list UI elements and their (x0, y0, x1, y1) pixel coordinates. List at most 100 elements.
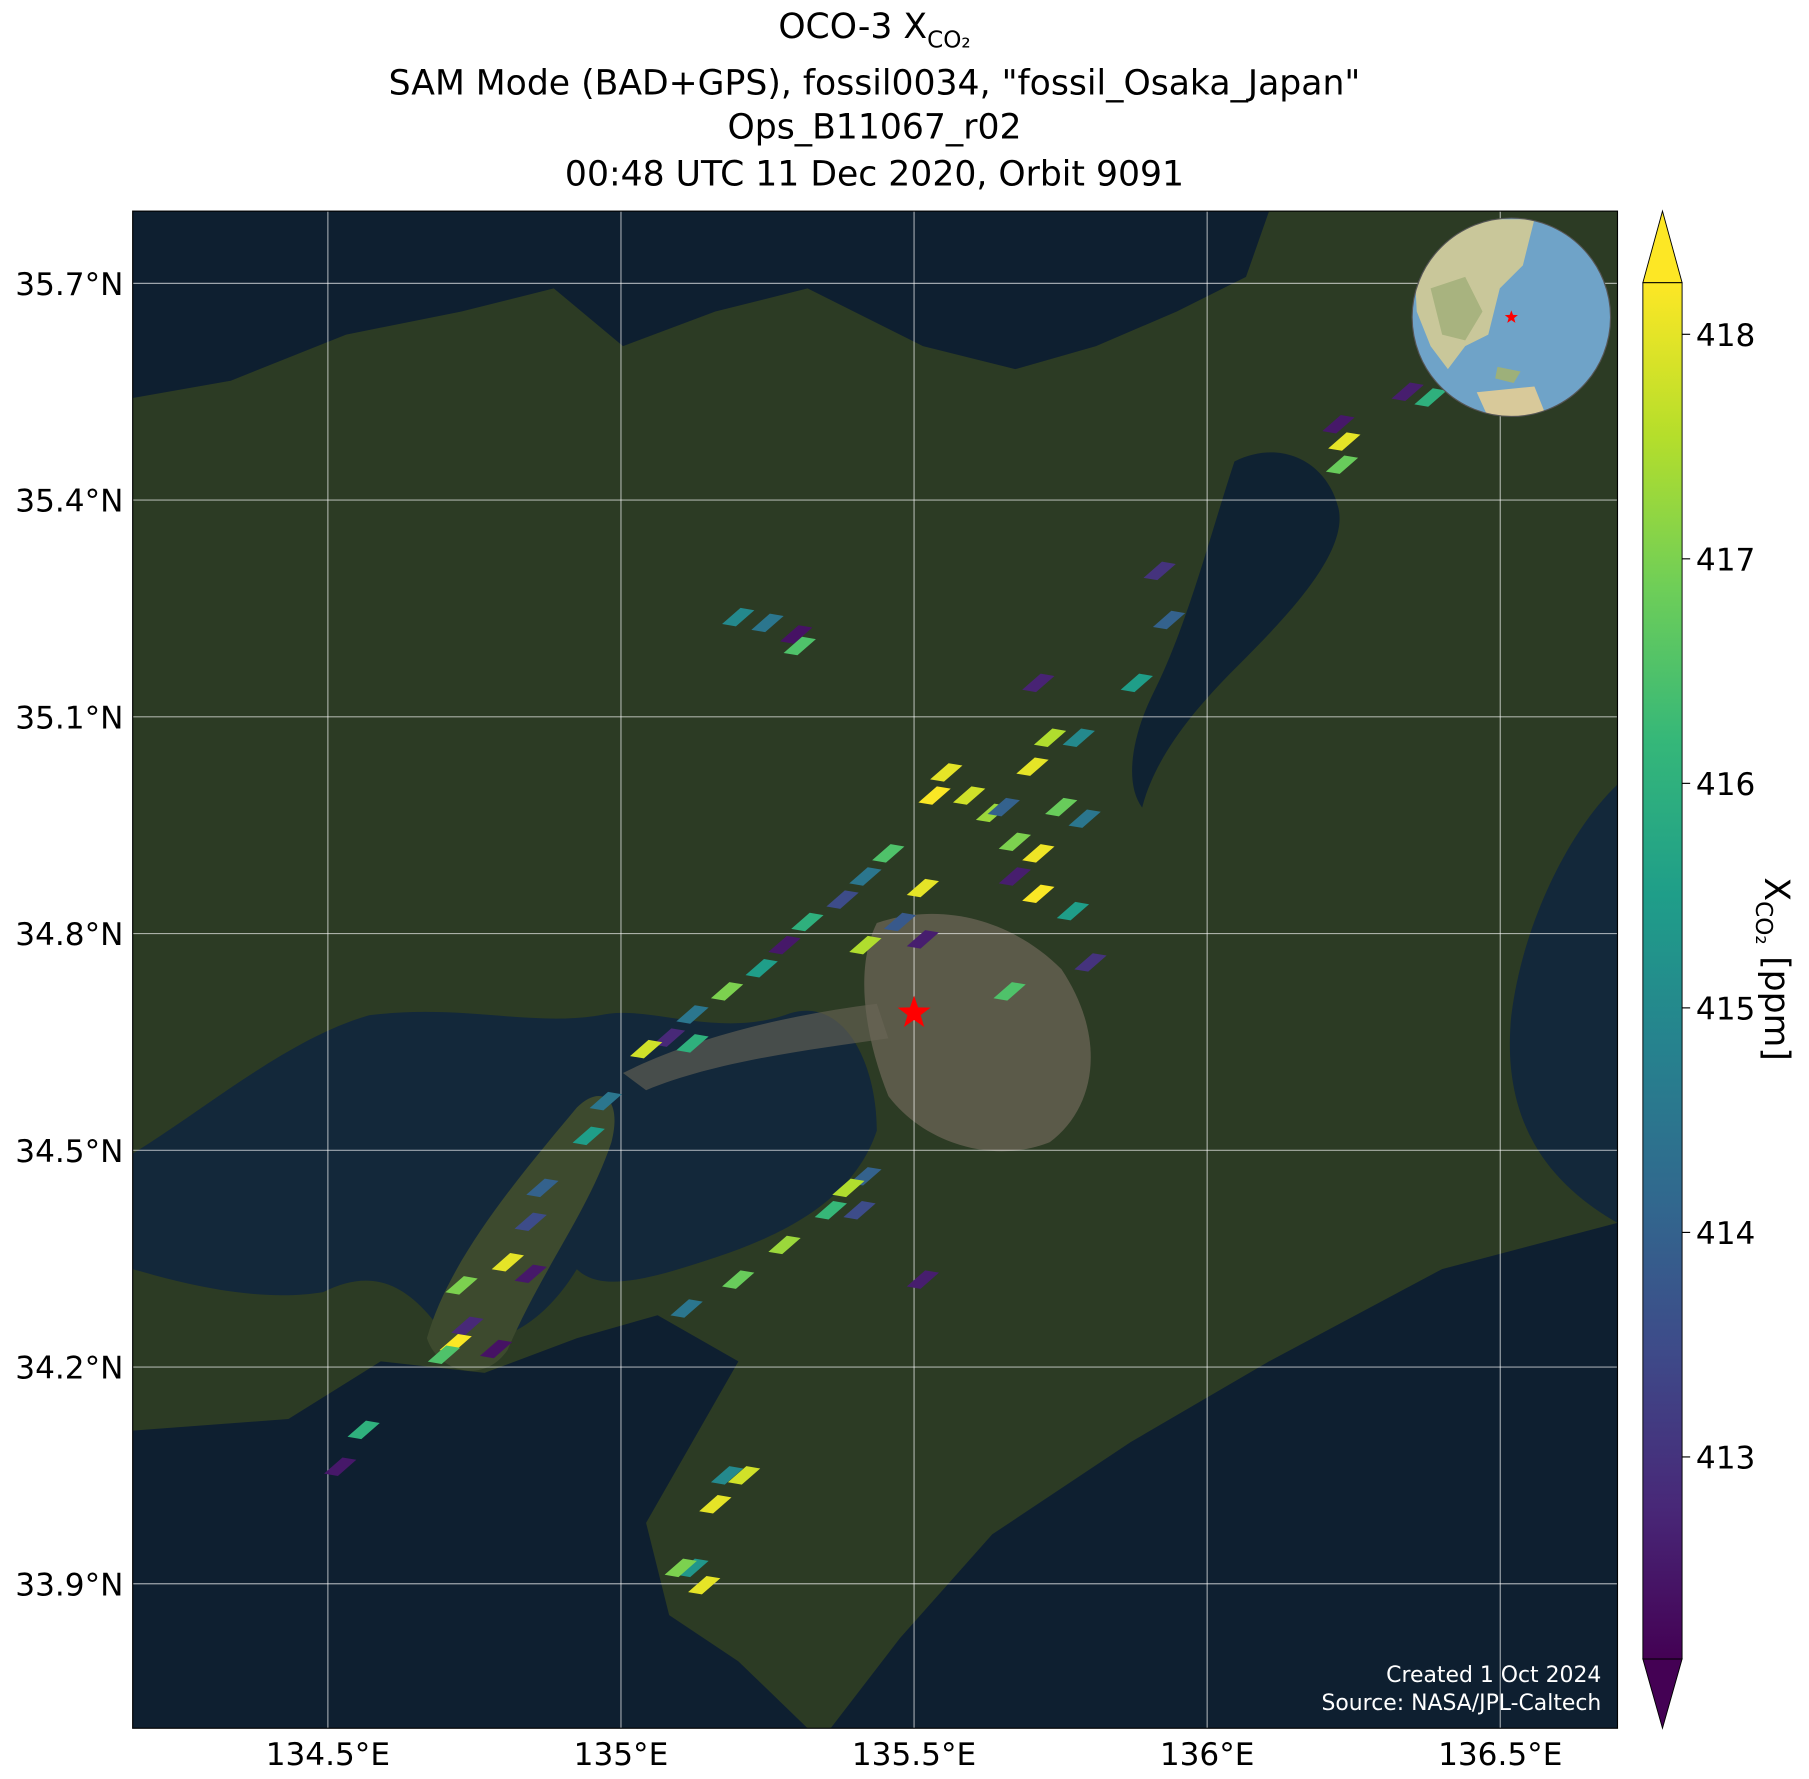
sounding (1325, 455, 1359, 474)
sounding (998, 867, 1032, 886)
sounding (1016, 757, 1049, 776)
subtitle: Ops_B11067_r02 (728, 107, 1022, 147)
colorbar-label: XCO₂ [ppm] (1750, 877, 1796, 1060)
colorbar-unit: [ppm] (1756, 956, 1796, 1061)
sounding (1033, 728, 1067, 748)
y-tick-label: 35.1°N (15, 700, 123, 736)
credit: Created 1 Oct 2024 (1386, 1663, 1601, 1688)
sounding (324, 1457, 357, 1476)
sounding (722, 607, 755, 627)
globe-islands (1495, 366, 1521, 384)
kobe-urban (622, 1003, 889, 1091)
sounding (699, 1495, 732, 1514)
colorbar-tick-label: 413 (1696, 1440, 1755, 1476)
colorbar-symbol: X (1756, 877, 1796, 901)
sounding (664, 1558, 697, 1578)
subtitle: SAM Mode (BAD+GPS), fossil0034, "fossil_… (389, 64, 1361, 104)
sounding (491, 1253, 524, 1272)
sounding (843, 1201, 876, 1220)
sounding (906, 930, 940, 949)
sounding (427, 1345, 461, 1364)
ise-bay (1509, 784, 1618, 1223)
sounding (987, 797, 1020, 817)
sounding (710, 1466, 744, 1485)
sounding (688, 1575, 721, 1595)
sounding (1152, 610, 1186, 630)
sounding (849, 867, 882, 886)
y-tick-label: 35.4°N (15, 484, 123, 520)
sounding (670, 1299, 703, 1318)
sounding (514, 1212, 547, 1232)
osaka-bay (132, 1010, 877, 1341)
colorbar-extend-max (1642, 209, 1683, 284)
colorbar-subscript: CO₂ (1750, 901, 1776, 945)
sounding (745, 959, 778, 978)
y-tick-label: 34.8°N (15, 917, 123, 953)
sounding (1143, 561, 1176, 581)
globe-outline (1411, 217, 1612, 418)
sounding (1062, 728, 1095, 748)
title-text: OCO-3 X (778, 7, 927, 47)
sounding (1022, 673, 1055, 693)
colorbar-tick-label: 416 (1696, 767, 1755, 803)
sounding (479, 1339, 513, 1359)
colorbar: 413 414 415 416 417 418 (1642, 209, 1755, 1730)
sounding (1068, 809, 1101, 828)
title-subscript: CO₂ (927, 27, 971, 53)
x-tick-label: 136.5°E (1438, 1737, 1562, 1773)
sounding (993, 982, 1026, 1001)
colorbar-tick-label: 417 (1696, 542, 1755, 578)
colorbar-extend-min (1642, 1658, 1683, 1730)
grid (132, 211, 1618, 1729)
sounding (953, 786, 986, 805)
sounding (872, 844, 905, 863)
colorbar-tick-label: 418 (1696, 318, 1755, 354)
sounding (676, 1034, 709, 1053)
map-frame (132, 210, 1619, 1729)
sounding (676, 1005, 709, 1024)
sounding (445, 1276, 478, 1295)
globe-target (1504, 310, 1518, 323)
sounding (710, 982, 744, 1001)
y-tick-label: 33.9°N (15, 1567, 123, 1603)
sounding (526, 1178, 559, 1198)
osaka-urban (864, 913, 1091, 1152)
sounding (883, 912, 917, 932)
sounding (1022, 844, 1055, 863)
sounding (906, 1270, 940, 1289)
y-tick-label: 34.5°N (15, 1134, 123, 1170)
sounding (347, 1420, 380, 1440)
sounding (826, 890, 859, 909)
subtitle: 00:48 UTC 11 Dec 2020, Orbit 9091 (565, 155, 1184, 195)
sounding (1056, 901, 1090, 921)
x-tick-label: 136°E (1160, 1737, 1255, 1773)
kii-channel (132, 1315, 808, 1729)
x-tick-label: 135.5°E (852, 1737, 976, 1773)
sounding (768, 1235, 801, 1255)
title: OCO-3 XCO₂ (778, 7, 970, 53)
sounding (1322, 415, 1355, 434)
credit: Source: NASA/JPL-Caltech (1321, 1691, 1601, 1716)
sounding (849, 935, 882, 955)
pacific (830, 1222, 1618, 1729)
sounding (791, 912, 824, 932)
sounding (751, 613, 784, 633)
sounding (630, 1039, 663, 1059)
y-tick-label: 35.7°N (15, 267, 123, 303)
colorbar-tick-label: 414 (1696, 1216, 1755, 1252)
sounding (1328, 432, 1361, 451)
sounding (814, 1201, 847, 1220)
basemap (132, 211, 1618, 1729)
sounding (930, 763, 963, 782)
sounding (780, 625, 813, 644)
x-tick-label: 135°E (574, 1737, 669, 1773)
sounding (1022, 884, 1055, 904)
x-tick-label: 134.5°E (266, 1737, 390, 1773)
sounding (451, 1316, 484, 1336)
colorbar-body (1642, 282, 1683, 1660)
sounding (1045, 797, 1078, 817)
sounding (1074, 953, 1107, 972)
awaji-island (426, 1096, 615, 1371)
sounding (1414, 388, 1447, 407)
